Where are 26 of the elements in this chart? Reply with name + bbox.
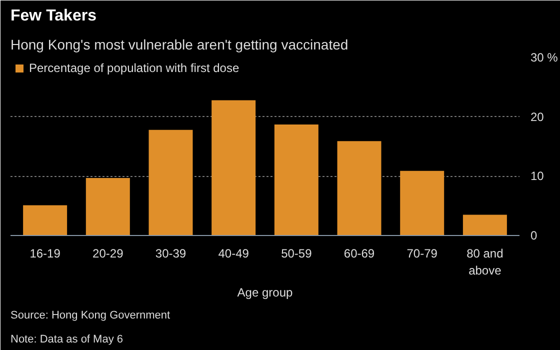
y-tick-label: 30 % (530, 50, 558, 64)
bar (274, 124, 318, 236)
bar (86, 178, 130, 236)
x-tick-label: 20-29 (92, 246, 124, 260)
x-tick-label: 70-79 (406, 246, 438, 260)
y-tick-label: 0 (530, 228, 538, 242)
x-tick-label: 80 and above (466, 246, 504, 278)
bar (23, 205, 68, 236)
source-note: Source: Hong Kong Government (10, 310, 170, 322)
bar (462, 214, 507, 236)
x-tick-label: 40-49 (218, 246, 250, 260)
x-tick-label: 50-59 (281, 246, 312, 260)
bar (148, 130, 193, 236)
bar (337, 141, 382, 236)
legend-label: Percentage of population with first dose (29, 61, 240, 75)
x-tick-label: 16-19 (30, 246, 61, 260)
x-tick-label: 60-69 (344, 246, 375, 260)
bar (212, 100, 256, 236)
bar (400, 170, 444, 236)
y-tick-label: 20 (530, 110, 544, 124)
x-axis-title: Age group (237, 285, 294, 300)
chart-subtitle: Hong Kong's most vulnerable aren't getting vaccinated (10, 36, 348, 52)
text: Note: Data as of May 6 (10, 334, 123, 346)
y-tick-label: 10 (530, 169, 544, 184)
x-tick-label: 30-39 (155, 246, 186, 260)
chart-title: Few Takers (10, 8, 97, 24)
